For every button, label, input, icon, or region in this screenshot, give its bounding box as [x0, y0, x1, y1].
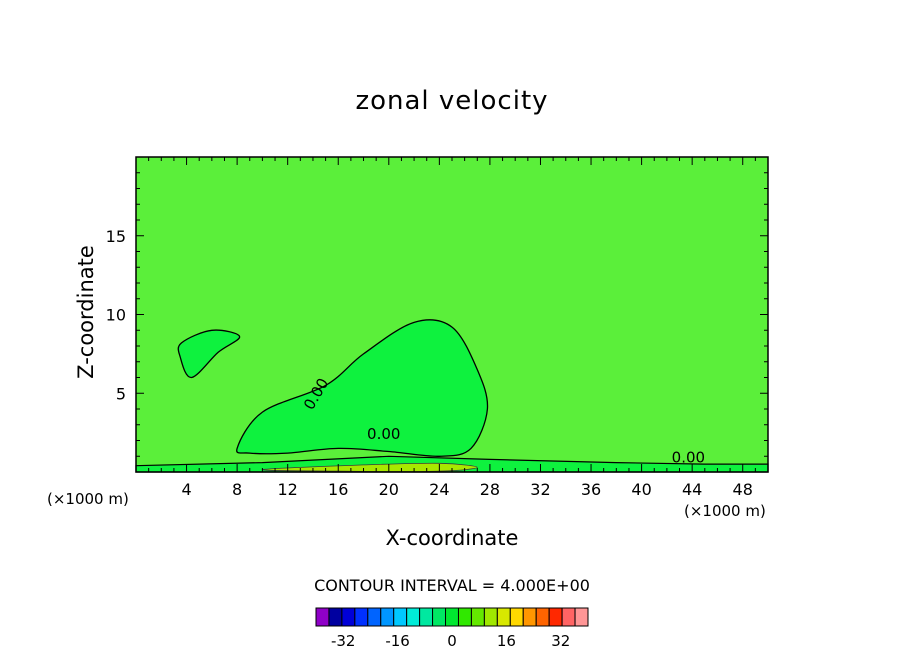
x-axis-label: X-coordinate: [385, 526, 519, 550]
colorbar-swatch: [406, 607, 421, 627]
contour-region-upper-left-blob: [177, 329, 241, 379]
colorbar-swatch: [483, 607, 498, 627]
colorbar-swatch: [509, 607, 524, 627]
colorbar-swatch: [548, 607, 563, 627]
colorbar-tick-label: -32: [331, 632, 356, 650]
x-tick-label: 36: [581, 480, 601, 499]
x-tick-label: 4: [181, 480, 191, 499]
x-unit-note-left: (×1000 m): [47, 490, 129, 508]
x-tick-label: 32: [530, 480, 550, 499]
x-unit-note-right: (×1000 m): [684, 502, 766, 520]
colorbar-swatch: [574, 607, 589, 627]
colorbar-swatch: [445, 607, 459, 627]
y-tick-label: 5: [116, 384, 126, 403]
x-tick-label: 20: [379, 480, 399, 499]
colorbar-swatch: [315, 607, 330, 627]
colorbar: -32 -16 0 16 32: [315, 607, 589, 650]
y-tick-label: 15: [106, 227, 126, 246]
contour-interval-text: CONTOUR INTERVAL = 4.000E+00: [314, 576, 590, 595]
chart-title: zonal velocity: [355, 86, 549, 116]
colorbar-swatch: [496, 607, 511, 627]
colorbar-tick-label: -16: [385, 632, 410, 650]
contour-field: 0.000.000.00: [135, 156, 769, 473]
colorbar-tick-label: 16: [497, 632, 516, 650]
x-tick-label: 28: [480, 480, 500, 499]
x-tick-label: 24: [429, 480, 449, 499]
x-tick-label: 8: [232, 480, 242, 499]
x-tick-label: 16: [328, 480, 348, 499]
colorbar-swatch: [393, 607, 408, 627]
colorbar-swatch: [341, 607, 356, 627]
axis-ticks: [136, 157, 768, 472]
colorbar-tick-label: 32: [551, 632, 570, 650]
colorbar-swatch: [535, 607, 550, 627]
contour-region-central-cell: [236, 319, 489, 457]
colorbar-tick-label: 0: [447, 632, 457, 650]
x-tick-label: 12: [278, 480, 298, 499]
colorbar-swatch: [470, 607, 485, 627]
colorbar-swatch: [522, 607, 537, 627]
colorbar-swatch: [419, 607, 434, 627]
colorbar-swatch: [328, 607, 343, 627]
colorbar-swatch: [367, 607, 382, 627]
contour-label: 0.00: [672, 449, 705, 467]
colorbar-swatch: [380, 607, 395, 627]
colorbar-swatch: [432, 607, 447, 627]
colorbar-swatch: [457, 607, 472, 627]
x-tick-label: 48: [733, 480, 753, 499]
y-axis-label: Z-coordinate: [74, 245, 98, 379]
x-tick-label: 44: [682, 480, 702, 499]
x-tick-label: 40: [631, 480, 651, 499]
colorbar-swatch: [354, 607, 369, 627]
colorbar-swatch: [561, 607, 576, 627]
y-tick-label: 10: [106, 306, 126, 325]
contour-label: 0.00: [367, 425, 400, 443]
